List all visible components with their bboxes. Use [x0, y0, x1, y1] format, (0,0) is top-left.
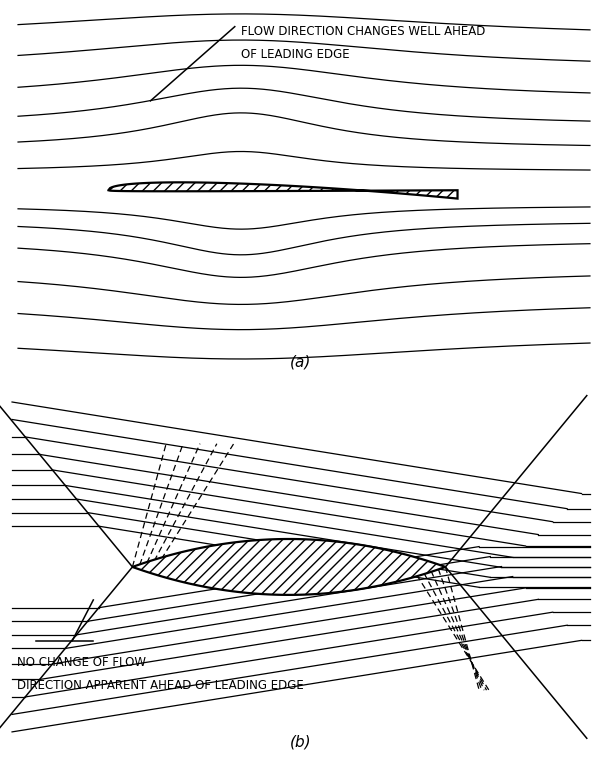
- Text: (a): (a): [290, 354, 312, 369]
- Text: (b): (b): [290, 734, 312, 750]
- Text: FLOW DIRECTION CHANGES WELL AHEAD: FLOW DIRECTION CHANGES WELL AHEAD: [241, 24, 485, 38]
- Polygon shape: [132, 539, 445, 595]
- Text: DIRECTION APPARENT AHEAD OF LEADING EDGE: DIRECTION APPARENT AHEAD OF LEADING EDGE: [17, 680, 303, 693]
- Polygon shape: [108, 183, 458, 199]
- Text: NO CHANGE OF FLOW: NO CHANGE OF FLOW: [17, 656, 146, 669]
- Text: OF LEADING EDGE: OF LEADING EDGE: [241, 47, 349, 61]
